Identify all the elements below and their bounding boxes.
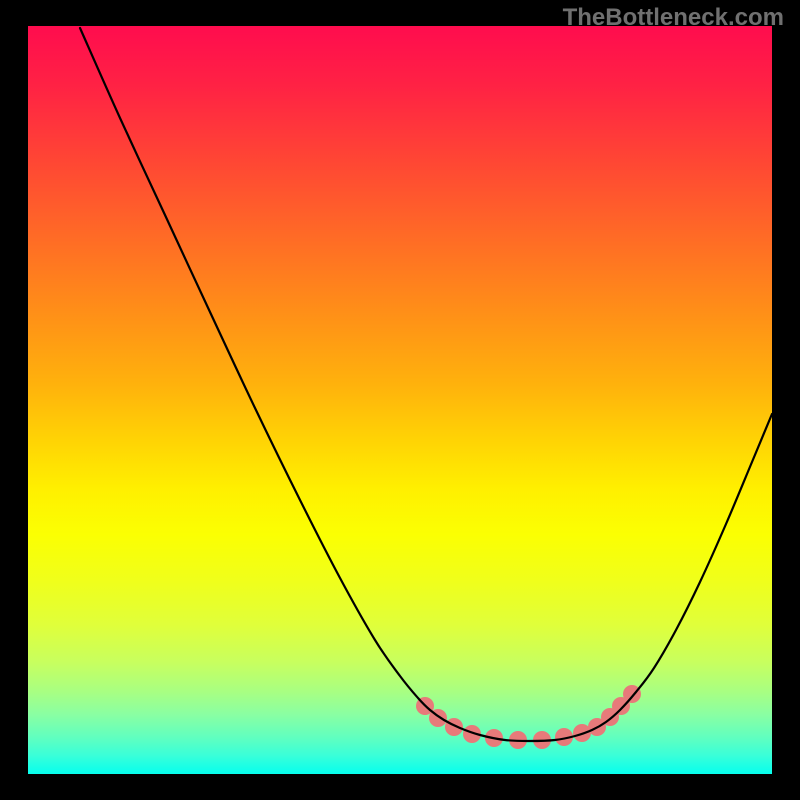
chart-stage: TheBottleneck.com [0, 0, 800, 800]
watermark-text: TheBottleneck.com [563, 4, 784, 32]
plot-area [28, 26, 772, 774]
curve-layer [28, 26, 772, 774]
bottleneck-curve [80, 28, 772, 741]
valley-highlight-group [416, 685, 641, 749]
